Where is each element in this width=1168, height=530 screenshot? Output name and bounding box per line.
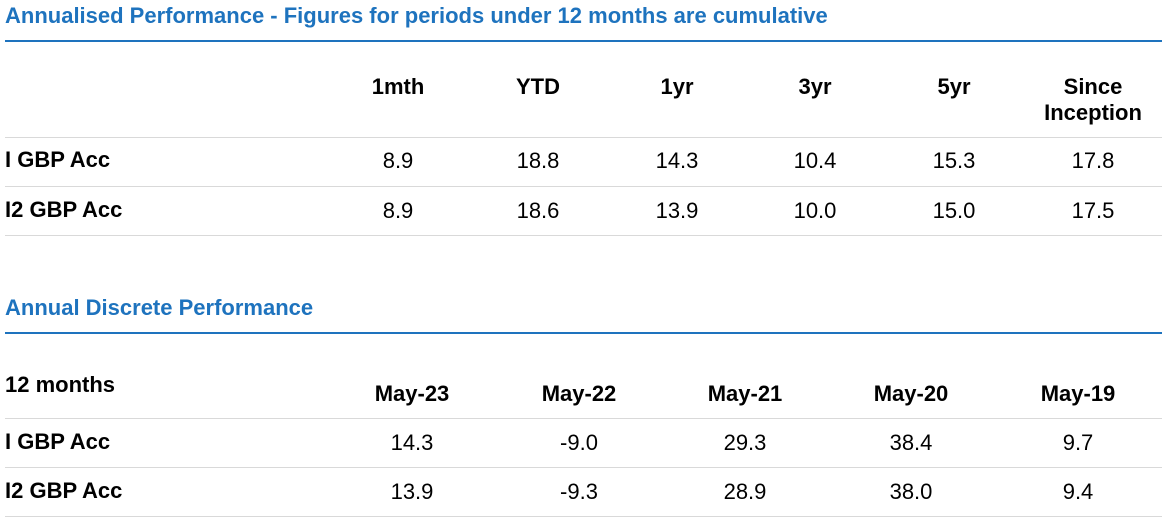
- header-3yr: 3yr: [798, 74, 832, 99]
- discrete-title-rule: [5, 332, 1162, 334]
- table-cell: 38.0: [889, 479, 933, 504]
- row-label-share-class: I GBP Acc: [5, 429, 111, 454]
- header-5yr: 5yr: [937, 74, 971, 99]
- table-cell: 14.3: [655, 148, 699, 173]
- header-period: May-20: [873, 381, 949, 406]
- table-cell: 17.5: [1071, 198, 1115, 223]
- header-1mth: 1mth: [371, 74, 425, 99]
- table-cell: 10.0: [793, 198, 837, 223]
- header-period: May-21: [707, 381, 783, 406]
- header-period: May-22: [541, 381, 617, 406]
- table-cell: 18.6: [516, 198, 560, 223]
- table-cell: 28.9: [723, 479, 767, 504]
- table-cell: 18.8: [516, 148, 560, 173]
- header-since-inception: Since Inception: [1044, 74, 1142, 125]
- table-cell: -9.3: [560, 479, 598, 504]
- table-cell: 13.9: [655, 198, 699, 223]
- header-1yr: 1yr: [660, 74, 694, 99]
- row-divider: [5, 516, 1162, 517]
- table-cell: 8.9: [382, 148, 414, 173]
- table-cell: 15.3: [932, 148, 976, 173]
- row-divider: [5, 137, 1162, 138]
- table-cell: 38.4: [889, 430, 933, 455]
- table-cell: 10.4: [793, 148, 837, 173]
- table-cell: 29.3: [723, 430, 767, 455]
- table-cell: 17.8: [1071, 148, 1115, 173]
- table-cell: 13.9: [390, 479, 434, 504]
- discrete-performance-title: Annual Discrete Performance: [5, 295, 314, 320]
- table-cell: 15.0: [932, 198, 976, 223]
- annualised-performance-title: Annualised Performance - Figures for per…: [5, 3, 828, 28]
- table-cell: 9.7: [1062, 430, 1094, 455]
- header-ytd: YTD: [516, 74, 560, 99]
- table-cell: -9.0: [560, 430, 598, 455]
- row-divider: [5, 467, 1162, 468]
- table-cell: 14.3: [390, 430, 434, 455]
- corner-label: 12 months: [5, 372, 116, 397]
- row-label-share-class: I GBP Acc: [5, 147, 111, 172]
- table-cell: 9.4: [1062, 479, 1094, 504]
- annualised-title-rule: [5, 40, 1162, 42]
- row-label-share-class: I2 GBP Acc: [5, 197, 123, 222]
- row-label-share-class: I2 GBP Acc: [5, 478, 123, 503]
- row-divider: [5, 418, 1162, 419]
- header-period: May-23: [374, 381, 450, 406]
- row-divider: [5, 235, 1162, 236]
- row-divider: [5, 186, 1162, 187]
- header-period: May-19: [1040, 381, 1116, 406]
- table-cell: 8.9: [382, 198, 414, 223]
